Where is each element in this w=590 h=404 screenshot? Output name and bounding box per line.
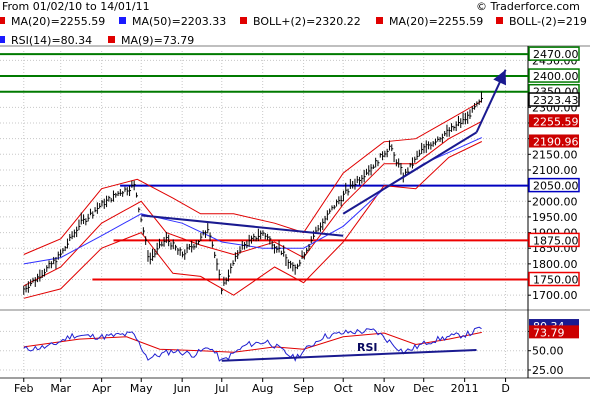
legend-ma20: MA(20)=2255.59	[11, 15, 105, 28]
rsi-y-tick-label: 25.00	[532, 364, 564, 377]
x-tick-label: Dec	[413, 382, 434, 395]
y-tick-label: 2100.00	[532, 164, 578, 177]
date-range: From 01/02/10 to 14/01/11	[2, 0, 150, 13]
horizontal-levels	[0, 53, 528, 281]
level-label: 2400.00	[533, 70, 579, 83]
rsi-ma-line	[23, 331, 482, 353]
trendline	[141, 214, 344, 237]
rsi-line	[23, 326, 482, 362]
x-tick-label: Sep	[293, 382, 314, 395]
legend-ma50: MA(50)=2203.33	[132, 15, 226, 28]
legend-swatch-rsi	[0, 36, 5, 43]
legend-rsi: RSI(14)=80.34	[11, 34, 92, 47]
y-tick-label: 2150.00	[532, 148, 578, 161]
y-tick-label: 1800.00	[532, 258, 578, 271]
rsi-level-label-box	[529, 325, 579, 339]
legend-rsi-ma: MA(9)=73.79	[121, 34, 194, 47]
value-label: 2255.59	[533, 115, 579, 128]
level-label-box	[528, 68, 580, 83]
rsi-annotation: RSI	[357, 341, 378, 354]
legend: MA(20)=2255.59 MA(50)=2203.33 BOLL+(2)=2…	[0, 15, 587, 47]
value-label: 2323.43	[533, 94, 579, 107]
level-label: 2050.00	[533, 180, 579, 193]
legend-ma20-2: MA(20)=2255.59	[389, 15, 483, 28]
price-bars	[23, 91, 483, 295]
value-label-box	[529, 114, 579, 128]
trend-arrowhead	[493, 69, 507, 86]
rsi-level-label: 73.79	[533, 326, 565, 339]
y-tick-label: 1950.00	[532, 211, 578, 224]
level-label-box	[528, 232, 580, 248]
value-labels: 2470.002400.002350.002050.001875.001750.…	[528, 46, 580, 339]
legend-swatch-ma50	[119, 17, 126, 24]
level-label: 2470.00	[533, 48, 579, 61]
x-tick-label: Aug	[252, 382, 273, 395]
legend-swatch-rsi-ma	[108, 36, 115, 43]
legend-boll-upper: BOLL+(2)=2320.22	[253, 15, 361, 28]
rsi-trendline	[221, 348, 477, 362]
value-label: 2190.96	[533, 135, 579, 148]
trendline	[342, 131, 478, 215]
x-tick-label: Jul	[214, 382, 228, 395]
legend-boll-lower: BOLL-(2)=219	[509, 15, 587, 28]
level-label: 1750.00	[533, 274, 579, 287]
x-tick-label: Apr	[92, 382, 112, 395]
value-label-box	[529, 134, 579, 148]
x-tick-label: May	[130, 382, 153, 395]
x-tick-label: Feb	[14, 382, 33, 395]
boll-lower-line	[23, 141, 483, 299]
copyright: © Traderforce.com	[476, 0, 580, 13]
x-tick-label: Nov	[373, 382, 395, 395]
legend-swatch-ma20	[0, 17, 5, 24]
x-tick-label: Jun	[173, 382, 191, 395]
level-label-box	[528, 271, 580, 287]
y-tick-label: 1700.00	[532, 289, 578, 302]
legend-swatch-boll-upper	[240, 17, 247, 24]
x-tick-label: Mar	[50, 382, 71, 395]
x-tick-label: D	[501, 382, 509, 395]
boll-upper-line	[23, 100, 483, 255]
rsi-y-tick-label: 50.00	[532, 345, 564, 358]
trendlines	[141, 69, 507, 237]
x-tick-label: 2011	[451, 382, 479, 395]
legend-swatch-boll-lower	[496, 17, 503, 24]
level-label-box	[528, 177, 580, 193]
level-label-box	[528, 46, 580, 61]
level-label: 1875.00	[533, 234, 579, 247]
legend-swatch-ma20-2	[376, 17, 383, 24]
x-tick-label: Oct	[334, 382, 354, 395]
y-tick-label: 2000.00	[532, 195, 578, 208]
value-label-box	[528, 92, 580, 107]
